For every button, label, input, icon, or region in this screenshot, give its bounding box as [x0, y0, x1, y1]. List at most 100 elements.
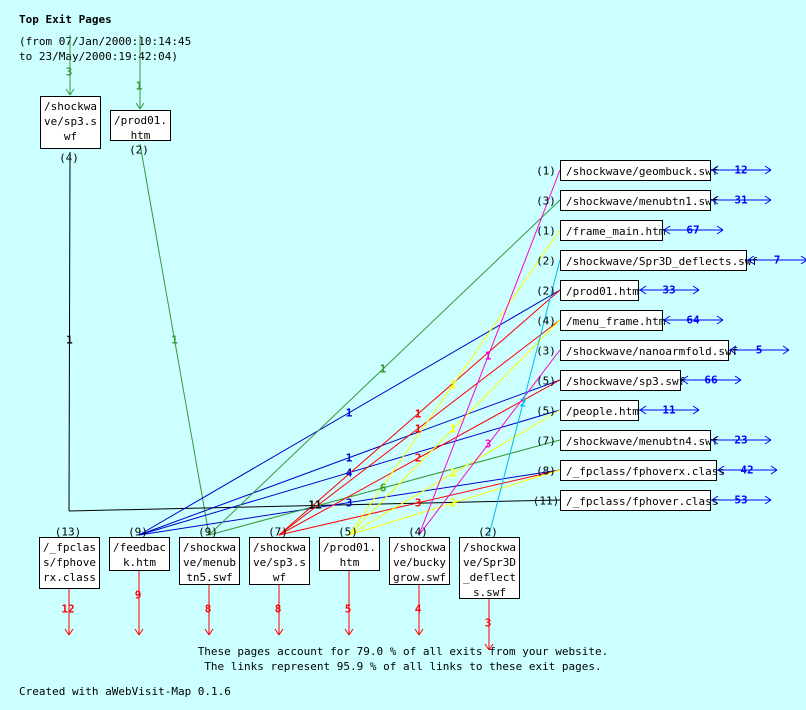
- link-line: [208, 199, 561, 536]
- link-count-label: 1: [171, 333, 178, 347]
- arrowhead-icon: [764, 499, 772, 505]
- arrowhead-icon: [716, 315, 724, 321]
- link-count-label: 1: [414, 407, 422, 421]
- arrowhead-icon: [716, 225, 724, 231]
- arrowhead-icon: [716, 229, 724, 235]
- link-count-label: 3: [345, 496, 353, 510]
- arrowhead-icon: [734, 375, 742, 381]
- arrowhead-icon: [764, 439, 772, 445]
- arrowhead-icon: [764, 195, 772, 201]
- arrowhead-icon: [764, 435, 772, 441]
- linked-page-node[interactable]: /shockwave/menubtn1.swf: [560, 190, 718, 211]
- linked-page-node[interactable]: /frame_main.htm: [560, 220, 665, 241]
- arrowhead-icon: [734, 379, 742, 385]
- visit-count-label: (1): [536, 224, 556, 238]
- outgoing-count-label: 53: [734, 493, 748, 507]
- link-count-label: 2: [414, 451, 422, 465]
- arrowhead-icon: [747, 255, 755, 261]
- arrowhead-icon: [139, 102, 145, 110]
- outgoing-count-label: 64: [686, 313, 700, 327]
- arrowhead-icon: [770, 469, 778, 475]
- exit-page-node[interactable]: /shockwa ve/Spr3D _deflect s.swf: [459, 537, 520, 599]
- link-line: [348, 229, 561, 536]
- outgoing-count-label: 7: [773, 253, 781, 267]
- arrowhead-icon: [418, 628, 424, 636]
- visit-count-label: (2): [536, 254, 556, 268]
- linked-page-node[interactable]: /shockwave/geombuck.swf: [560, 160, 718, 181]
- link-line: [138, 469, 561, 536]
- link-line: [68, 499, 561, 512]
- linked-page-node[interactable]: /shockwave/sp3.swf: [560, 370, 685, 391]
- exit-count-label: 8: [204, 602, 212, 616]
- arrowhead-icon: [729, 349, 737, 355]
- entry-page-node[interactable]: /shockwa ve/sp3.s wf: [40, 96, 101, 149]
- exit-count-label: 5: [344, 602, 352, 616]
- visit-count-label: (9): [198, 525, 218, 539]
- arrowhead-icon: [681, 379, 689, 385]
- date-range-end: to 23/May/2000:19:42:04): [19, 50, 178, 63]
- visit-count-label: (13): [54, 525, 82, 539]
- arrowhead-icon: [782, 349, 790, 355]
- arrowhead-icon: [716, 319, 724, 325]
- visit-count-label: (5): [536, 374, 556, 388]
- visit-count-label: (9): [128, 525, 148, 539]
- arrowhead-icon: [711, 165, 719, 171]
- exit-page-node[interactable]: /shockwa ve/menub tn5.swf: [179, 537, 240, 585]
- arrowhead-icon: [717, 465, 725, 471]
- arrowhead-icon: [414, 628, 420, 636]
- visit-count-label: (7): [536, 434, 556, 448]
- linked-page-node[interactable]: /prod01.htm: [560, 280, 639, 301]
- linked-page-node[interactable]: /_fpclass/fphoverx.class: [560, 460, 725, 481]
- outgoing-count-label: 11: [662, 403, 676, 417]
- exit-page-node[interactable]: /shockwa ve/bucky grow.swf: [389, 537, 450, 585]
- arrowhead-icon: [747, 259, 755, 265]
- linked-page-node[interactable]: /shockwave/menubtn4.swf: [560, 430, 718, 451]
- link-count-label: 2: [519, 396, 527, 410]
- arrowhead-icon: [204, 628, 210, 636]
- arrowhead-icon: [65, 88, 71, 96]
- exit-page-node[interactable]: /prod01. htm: [319, 537, 380, 571]
- link-line: [488, 259, 561, 536]
- link-line: [418, 169, 561, 536]
- arrowhead-icon: [711, 169, 719, 175]
- arrowhead-icon: [770, 465, 778, 471]
- arrowhead-icon: [692, 405, 700, 411]
- linked-page-node[interactable]: /people.htm: [560, 400, 639, 421]
- linked-page-node[interactable]: /shockwave/Spr3D_deflects.swf: [560, 250, 758, 271]
- link-line: [139, 143, 210, 536]
- arrowhead-icon: [681, 375, 689, 381]
- exit-count-label: 4: [414, 602, 422, 616]
- credit-text: Created with aWebVisit-Map 0.1.6: [19, 685, 231, 698]
- visit-count-label: (2): [536, 284, 556, 298]
- arrowhead-icon: [800, 260, 806, 265]
- arrowhead-icon: [484, 643, 490, 651]
- date-range-start: (from 07/Jan/2000:10:14:45: [19, 35, 192, 48]
- arrowhead-icon: [692, 285, 700, 291]
- arrowhead-icon: [68, 628, 74, 636]
- arrowhead-icon: [663, 225, 671, 231]
- exit-page-node[interactable]: /shockwa ve/sp3.s wf: [249, 537, 310, 585]
- visit-count-label: (4): [408, 525, 428, 539]
- link-count-label: 1: [345, 451, 353, 465]
- arrowhead-icon: [711, 439, 719, 445]
- link-count-label: 1: [484, 349, 492, 363]
- arrowhead-icon: [663, 319, 671, 325]
- link-count-label: 1: [66, 333, 73, 347]
- linked-page-node[interactable]: /shockwave/nanoarmfold.swf: [560, 340, 738, 361]
- link-count-label: 4: [345, 466, 353, 480]
- link-line: [278, 379, 561, 536]
- linked-page-node[interactable]: /menu_frame.htm: [560, 310, 665, 331]
- entry-page-node[interactable]: /prod01. htm: [110, 110, 171, 142]
- arrowhead-icon: [711, 195, 719, 201]
- arrowhead-icon: [278, 628, 284, 636]
- exit-page-node[interactable]: /_fpclas s/fphove rx.class: [39, 537, 100, 589]
- link-line: [278, 319, 561, 536]
- outgoing-count-label: 42: [740, 463, 754, 477]
- exit-page-node[interactable]: /feedbac k.htm: [109, 537, 170, 571]
- linked-page-node[interactable]: /_fpclass/fphover.class: [560, 490, 718, 511]
- link-count-label: 1: [449, 422, 457, 436]
- outgoing-count-label: 33: [662, 283, 676, 297]
- visit-count-label: (3): [536, 344, 556, 358]
- incoming-count-label: 3: [65, 65, 73, 79]
